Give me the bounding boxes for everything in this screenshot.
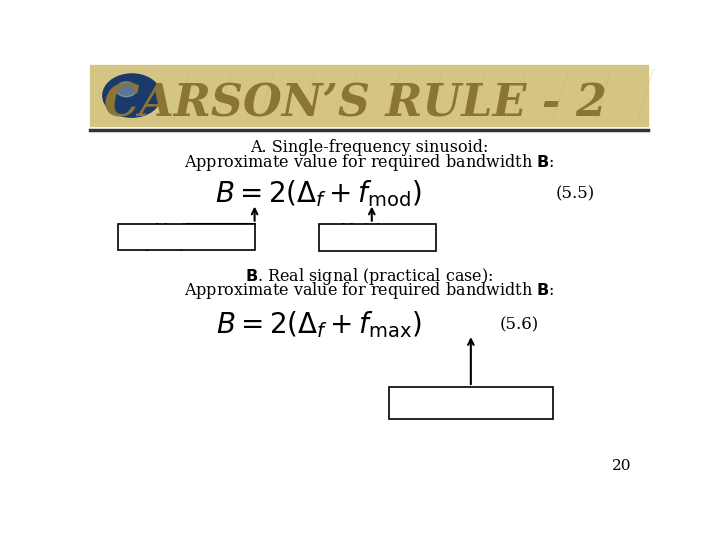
Bar (90, 65, 648, 126)
Text: $B = 2\left(\Delta_f + f_{\mathrm{max}}\right)$: $B = 2\left(\Delta_f + f_{\mathrm{max}}\… (216, 309, 422, 340)
Text: Modulating
frequency: Modulating frequency (341, 223, 414, 251)
Text: (5.5): (5.5) (556, 185, 595, 202)
Text: Maximum modulating
frequency: Maximum modulating frequency (401, 389, 540, 417)
Text: $B = 2\left(\Delta_f + f_{\mathrm{mod}}\right)$: $B = 2\left(\Delta_f + f_{\mathrm{mod}}\… (215, 178, 422, 209)
Circle shape (116, 82, 136, 97)
FancyBboxPatch shape (118, 224, 255, 250)
FancyBboxPatch shape (389, 387, 553, 419)
Text: CARSON’S RULE - 2: CARSON’S RULE - 2 (104, 82, 607, 125)
Text: Approximate value for required bandwidth $\mathbf{B}$:: Approximate value for required bandwidth… (184, 280, 554, 301)
Text: $\mathbf{B}$. Real signal (practical case):: $\mathbf{B}$. Real signal (practical cas… (245, 266, 493, 287)
Text: Approximate value for required bandwidth $\mathbf{B}$:: Approximate value for required bandwidth… (184, 152, 554, 173)
Text: (5.6): (5.6) (500, 316, 539, 333)
Circle shape (103, 74, 161, 117)
FancyBboxPatch shape (319, 224, 436, 251)
Text: Maximum
frequency deviation: Maximum frequency deviation (123, 222, 249, 251)
Text: A. Single-frequency sinusoid:: A. Single-frequency sinusoid: (250, 139, 488, 157)
Text: 20: 20 (612, 459, 631, 473)
